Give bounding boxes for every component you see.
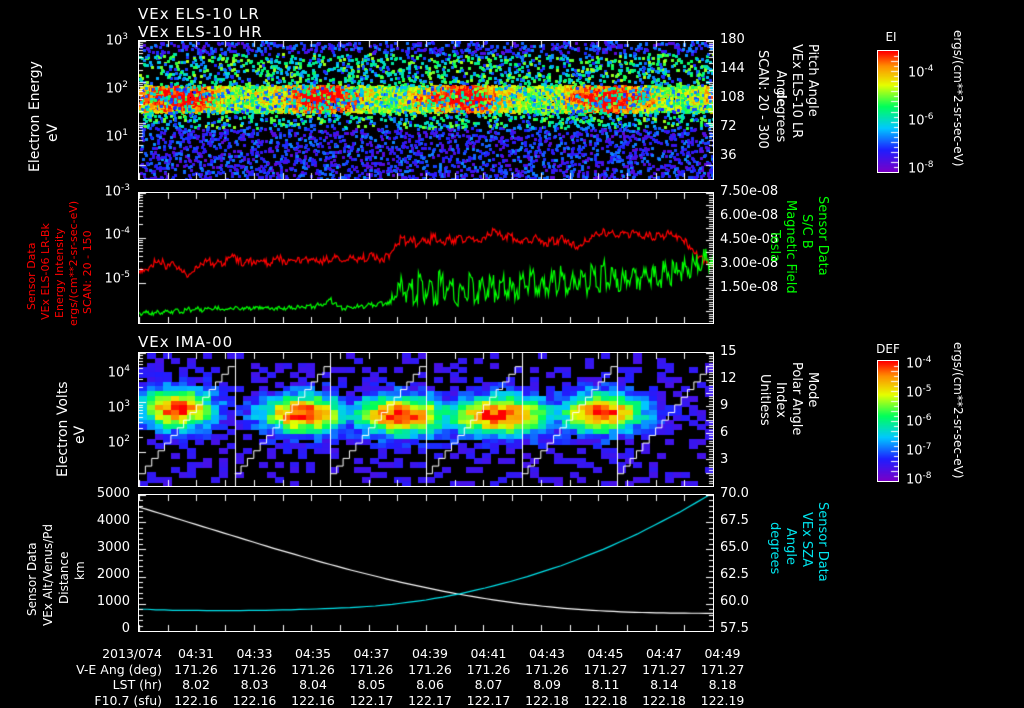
table-cell: 04:39 [411,646,449,661]
table-cell: 171.26 [408,661,452,677]
panel3-right-label-mode: Mode [805,372,820,408]
table-cell: 04:49 [704,646,741,661]
panel3-right-label-unitless: Unitless [757,374,772,426]
table-cell: 8.09 [533,677,561,692]
table-cell: 171.26 [466,661,511,677]
table-cell: 8.04 [299,677,327,692]
panel2-right-label-tesla: Tesla [767,230,782,263]
table-cell: 171.26 [232,661,277,677]
table-cell: 122.16 [232,692,277,708]
panel3-colorbar-ticks: 10-4 10-5 10-6 10-7 10-8 [906,355,932,488]
table-cell: 04:37 [353,646,390,661]
panel1-right-label-pitch-angle: Pitch Angle [805,44,820,117]
table-cell: 122.18 [583,692,628,708]
table-cell: 8.11 [591,677,620,692]
panel3-title: VEx IMA-00 [138,333,234,351]
table-cell: 122.18 [525,692,569,708]
panel3-right-label-polar-angle: Polar Angle [789,362,804,436]
panel-electron-energy-spectrogram[interactable] [138,40,714,180]
panel-energy-intensity-magnetic-field[interactable] [138,192,714,324]
panel2-left-label-units: ergs/(cm**2-sr-sec-eV) [67,200,80,326]
table-cell: 8.18 [708,677,737,692]
panel1-left-axis-units: eV [45,123,61,142]
table-cell: 8.14 [650,677,678,692]
table-cell: 04:45 [587,646,624,661]
panel1-right-label-degrees: degrees [773,90,788,143]
panel-altitude-sza[interactable] [138,494,714,632]
panel3-left-axis-units: eV [72,425,88,444]
table-cell: 04:33 [236,646,273,661]
table-cell: 122.16 [174,692,218,708]
panel1-colorbar-title: EI [885,30,897,44]
panel1-left-ticks: 103 102 101 [105,32,128,145]
panel2-left-label-sensor-data: Sensor Data [25,242,38,310]
table-cell: 122.16 [291,692,335,708]
panel2-left-label-instrument: VEx ELS-06 LR-Bk [39,223,52,320]
panel2-right-label-sensor-data: Sensor Data [815,196,830,276]
panel4-left-ticks: 5000 4000 3000 2000 1000 0 [96,486,130,636]
panel3-colorbar [877,360,899,482]
panel3-right-label-index: Index [773,382,788,418]
table-cell: 8.03 [240,677,269,692]
panel3-colorbar-title: DEF [876,342,900,356]
table-cell: 171.26 [349,661,394,677]
panel2-right-ticks: 7.50e-08 6.00e-08 4.50e-08 3.00e-08 1.50… [720,184,779,295]
panel1-title-1: VEx ELS-10 LR [138,5,260,23]
panel-ion-spectrogram[interactable] [138,352,714,487]
table-row-label: LST (hr) [112,677,162,692]
panel4-right-label-sensor-data: Sensor Data [815,502,830,582]
table-cell: 122.17 [466,692,511,708]
table-cell: 04:47 [645,646,683,661]
panel3-left-ticks: 104 103 102 [107,364,130,451]
table-cell: 04:41 [470,646,507,661]
table-cell: 122.19 [700,692,745,708]
panel2-left-ticks: 10-3 10-4 10-5 [104,183,130,287]
panel1-colorbar-ticks: 10-4 10-6 10-8 [908,64,934,177]
table-cell: 04:31 [177,646,215,661]
table-cell: 171.26 [525,661,569,677]
table-cell: 122.17 [408,692,452,708]
panel2-left-label-quantity: Energy Intensity [53,228,66,318]
panel2-right-label-scb: S/C B [799,214,814,249]
panel1-left-axis-label: Electron Energy [27,61,43,172]
table-cell: 8.07 [474,677,503,692]
panel1-title-2: VEx ELS-10 HR [138,23,263,41]
table-cell: 04:35 [294,646,332,661]
table-cell: 171.26 [174,661,218,677]
panel1-right-ticks: 180 144 108 72 36 [720,32,745,163]
panel4-right-ticks: 70.0 67.5 65.0 62.5 60.0 57.5 [720,486,749,636]
table-cell: 8.02 [182,677,210,692]
panel3-left-axis-label: Electron Volts [55,381,71,477]
table-cell: 171.26 [291,661,335,677]
panel1-right-label-instrument: VEx ELS-10 LR [789,44,804,139]
panel1-right-label-scan: SCAN: 20 - 300 [755,50,770,149]
panel4-right-label-sza: VEx SZA [799,512,814,567]
panel4-left-label-distance: Distance [57,551,71,604]
table-cell: 122.17 [349,692,394,708]
panel1-right-label-angle: Angle [773,70,788,107]
panel4-left-label-quantity: VEx Alt/Venus/Pd [41,523,55,626]
table-cell: 8.05 [357,677,386,692]
table-row-label: V-E Ang (deg) [76,661,162,677]
panel1-colorbar [877,50,899,173]
panel2-left-label-scan: SCAN: 20 - 150 [81,230,94,314]
table-cell: 171.27 [583,661,628,677]
table-row-label: F10.7 (sfu) [94,692,162,708]
table-cell: 171.27 [642,661,686,677]
panel4-right-label-degrees: degrees [767,522,782,575]
panel3-right-ticks: 15 12 9 6 3 [720,344,737,467]
table-row-label: 2013/074 [102,646,162,661]
table-cell: 04:43 [528,646,566,661]
table-cell: 122.18 [642,692,686,708]
panel2-right-label-magnetic-field: Magnetic Field [783,200,798,294]
bottom-parameter-table: 2013/074 04:31 04:33 04:35 04:37 04:39 04:41 04… [0,646,1024,708]
panel4-right-label-angle: Angle [783,528,798,565]
table-cell: 8.06 [416,677,444,692]
panel1-colorbar-units: ergs/(cm**2-sr-sec-eV) [951,30,965,167]
table-cell: 171.27 [700,661,745,677]
panel3-colorbar-units: ergs/(cm**2-sr-sec-eV) [951,342,965,479]
panel4-left-label-sensor-data: Sensor Data [25,542,39,616]
